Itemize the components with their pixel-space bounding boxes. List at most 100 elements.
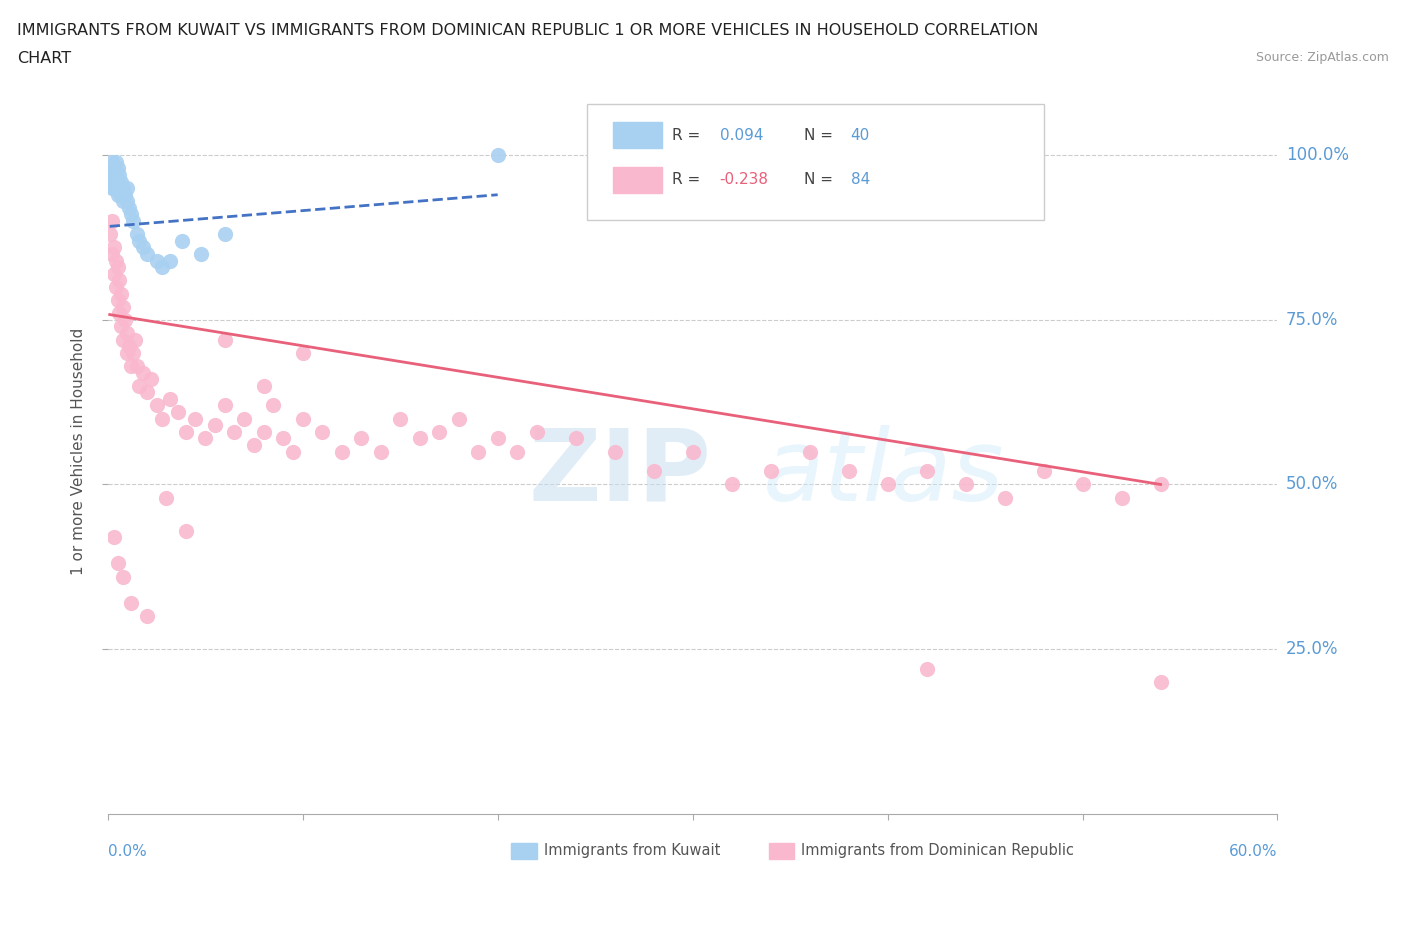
Point (100, 246, 122, 261)
Point (159, 253, 181, 268)
Point (132, 240, 155, 255)
Point (98, 227, 121, 242)
Point (100, 214, 122, 229)
Text: R =: R = (672, 127, 704, 142)
Text: Immigrants from Dominican Republic: Immigrants from Dominican Republic (801, 844, 1074, 858)
Point (114, 187, 136, 202)
Point (103, 167, 125, 182)
Point (243, 437, 266, 452)
Point (389, 411, 412, 426)
Text: atlas: atlas (763, 425, 1004, 522)
Point (125, 227, 148, 242)
Point (170, 233, 193, 248)
Point (98, 167, 121, 182)
Point (214, 398, 236, 413)
Point (112, 569, 135, 584)
Text: N =: N = (804, 172, 838, 188)
Bar (613, 166, 662, 193)
Point (330, 445, 353, 459)
Point (643, 464, 665, 479)
Point (135, 385, 157, 400)
Point (291, 411, 314, 426)
Point (104, 154, 127, 169)
Point (107, 259, 129, 274)
Point (311, 424, 333, 439)
Text: 60.0%: 60.0% (1229, 844, 1278, 859)
Text: 84: 84 (851, 172, 870, 188)
Point (174, 523, 197, 538)
Point (167, 405, 190, 419)
Text: 40: 40 (851, 127, 870, 142)
Point (253, 379, 276, 393)
Point (174, 424, 197, 439)
Text: -0.238: -0.238 (720, 172, 769, 188)
Point (1149, 477, 1171, 492)
Point (150, 259, 173, 274)
Point (145, 398, 167, 413)
Bar (512, 843, 537, 858)
Point (214, 227, 236, 242)
Point (876, 477, 898, 492)
Point (564, 431, 586, 445)
Point (104, 180, 127, 195)
Point (104, 167, 127, 182)
Text: N =: N = (804, 127, 838, 142)
Point (108, 306, 131, 321)
Point (103, 266, 125, 281)
Point (263, 398, 285, 413)
Point (100, 167, 122, 182)
Text: Source: ZipAtlas.com: Source: ZipAtlas.com (1256, 51, 1389, 64)
Point (98, 161, 121, 176)
Point (128, 233, 150, 248)
Point (103, 174, 125, 189)
Point (108, 180, 131, 195)
FancyBboxPatch shape (588, 104, 1043, 219)
Point (100, 154, 122, 169)
Point (112, 180, 135, 195)
Point (224, 424, 246, 439)
Point (112, 299, 135, 314)
Text: 50.0%: 50.0% (1286, 475, 1339, 494)
Text: 0.0%: 0.0% (108, 844, 146, 859)
Point (190, 246, 212, 261)
Point (100, 180, 122, 195)
Text: IMMIGRANTS FROM KUWAIT VS IMMIGRANTS FROM DOMINICAN REPUBLIC 1 OR MORE VEHICLES : IMMIGRANTS FROM KUWAIT VS IMMIGRANTS FRO… (17, 23, 1038, 38)
Point (214, 332, 236, 347)
Point (112, 332, 135, 347)
Y-axis label: 1 or more Vehicles in Household: 1 or more Vehicles in Household (72, 328, 86, 575)
Point (120, 595, 142, 610)
Point (103, 240, 125, 255)
Text: 75.0%: 75.0% (1286, 311, 1339, 329)
Point (370, 445, 392, 459)
Point (409, 431, 432, 445)
Point (132, 365, 155, 380)
Point (145, 253, 167, 268)
Point (110, 286, 132, 301)
Point (915, 661, 938, 676)
Point (117, 193, 139, 208)
Point (135, 608, 157, 623)
Point (1149, 674, 1171, 689)
Point (915, 464, 938, 479)
Text: CHART: CHART (17, 51, 70, 66)
Point (122, 345, 145, 360)
Point (204, 418, 226, 432)
Point (104, 253, 127, 268)
Point (271, 431, 294, 445)
Point (799, 445, 821, 459)
Text: R =: R = (672, 172, 704, 188)
Point (108, 272, 131, 287)
Bar (769, 843, 794, 858)
Point (233, 411, 256, 426)
Point (107, 187, 129, 202)
Point (447, 411, 470, 426)
Point (467, 445, 489, 459)
Point (291, 345, 314, 360)
Text: 0.094: 0.094 (720, 127, 763, 142)
Point (117, 345, 139, 360)
Point (107, 293, 129, 308)
Point (118, 339, 141, 353)
Point (486, 431, 509, 445)
Point (682, 445, 704, 459)
Point (526, 424, 548, 439)
